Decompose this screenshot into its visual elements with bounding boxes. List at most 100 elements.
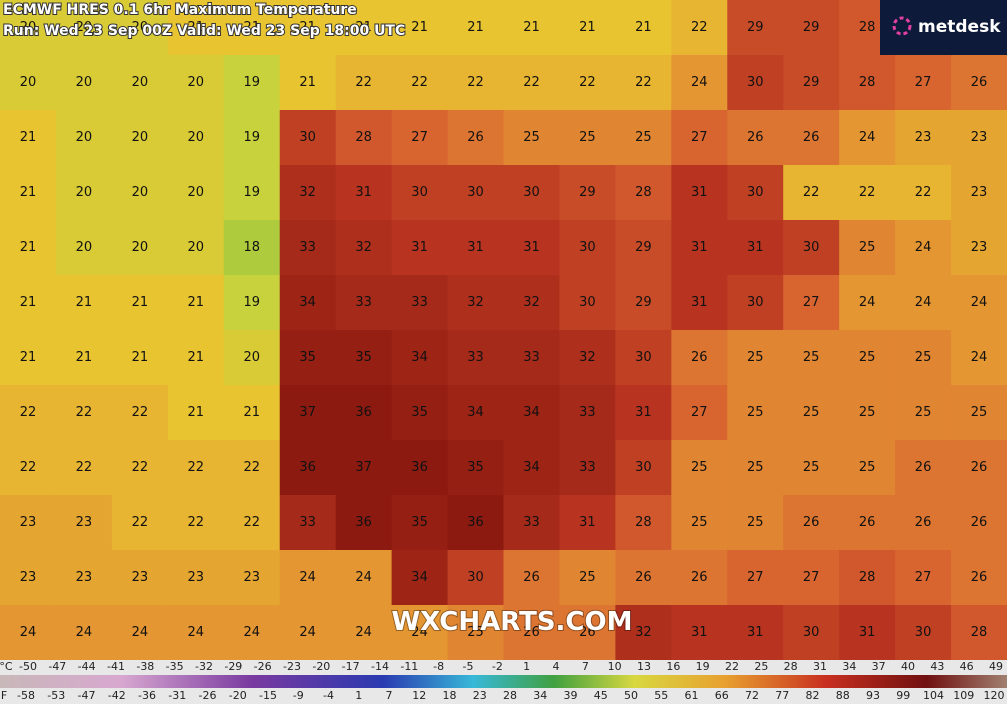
cell-value: 29	[803, 75, 820, 90]
grid-cell	[335, 550, 393, 606]
cell-value: 30	[747, 75, 764, 90]
cell-value: 25	[747, 460, 764, 475]
cell-value: 33	[523, 515, 540, 530]
grid-cell	[279, 550, 337, 606]
cell-value: 25	[915, 405, 932, 420]
grid-cell	[447, 165, 504, 221]
grid-cell	[839, 55, 896, 111]
cell-value: 23	[971, 185, 988, 200]
grid-cell	[223, 110, 281, 166]
cell-value: 30	[635, 350, 652, 365]
grid-cell	[391, 110, 449, 166]
grid-cell	[727, 330, 784, 386]
cell-value: 26	[747, 130, 764, 145]
cell-value: 27	[411, 130, 428, 145]
legend-celsius-label: 43	[930, 660, 944, 673]
grid-cell	[447, 385, 504, 441]
cell-value: 31	[859, 625, 876, 640]
grid-cell	[223, 605, 281, 661]
grid-cell	[895, 330, 952, 386]
grid-cell	[223, 385, 281, 441]
cell-value: 21	[188, 350, 205, 365]
cell-value: 24	[971, 295, 988, 310]
grid-cell	[335, 275, 393, 331]
cell-value: 22	[635, 75, 652, 90]
cell-value: 21	[411, 20, 428, 35]
logo-icon	[892, 16, 912, 36]
legend-celsius-label: 1	[523, 660, 530, 673]
legend-fahrenheit-label: 39	[564, 689, 578, 702]
cell-value: 36	[467, 515, 484, 530]
grid-cell	[223, 0, 281, 56]
grid-cell	[727, 55, 784, 111]
logo-text: metdesk	[918, 17, 1001, 37]
cell-value: 37	[355, 460, 372, 475]
grid-cell	[279, 330, 337, 386]
cell-value: 24	[243, 625, 260, 640]
cell-value: 25	[747, 405, 764, 420]
grid-cell	[447, 220, 504, 276]
cell-value: 30	[747, 295, 764, 310]
grid-cell	[671, 220, 728, 276]
grid-cell	[727, 220, 784, 276]
grid-cell	[335, 220, 393, 276]
cell-value: 20	[76, 75, 93, 90]
cell-value: 26	[635, 570, 652, 585]
cell-value: 26	[915, 460, 932, 475]
cell-value: 35	[411, 405, 428, 420]
cell-value: 25	[803, 460, 820, 475]
grid-cell	[839, 330, 896, 386]
legend-fahrenheit-label: 1	[355, 689, 362, 702]
grid-cell	[391, 550, 449, 606]
grid-cell	[279, 220, 337, 276]
cell-value: 30	[803, 240, 820, 255]
grid-cell	[111, 165, 169, 221]
legend-fahrenheit-label: 12	[412, 689, 426, 702]
legend-fahrenheit-label: 66	[715, 689, 729, 702]
legend-celsius-label: 7	[582, 660, 589, 673]
cell-value: 21	[523, 20, 540, 35]
grid-cell	[839, 220, 896, 276]
cell-value: 22	[76, 460, 93, 475]
grid-cell	[727, 110, 784, 166]
grid-cell	[951, 220, 1007, 276]
grid-cell	[727, 385, 784, 441]
grid-cell	[559, 385, 616, 441]
grid-cell	[895, 275, 952, 331]
cell-value: 22	[20, 405, 37, 420]
cell-value: 25	[635, 130, 652, 145]
cell-value: 21	[132, 350, 149, 365]
grid-cell	[279, 110, 337, 166]
cell-value: 22	[523, 75, 540, 90]
grid-cell	[447, 605, 504, 661]
cell-value: 26	[803, 515, 820, 530]
grid-cell	[895, 165, 952, 221]
legend-celsius-label: 37	[872, 660, 886, 673]
grid-cell	[279, 275, 337, 331]
legend-celsius-label: -50	[19, 660, 37, 673]
legend-fahrenheit-label: 93	[866, 689, 880, 702]
legend-fahrenheit-label: 45	[594, 689, 608, 702]
grid-cell	[111, 0, 169, 56]
grid-cell	[391, 165, 449, 221]
grid-cell	[111, 440, 169, 496]
grid-cell	[0, 385, 57, 441]
grid-cell	[111, 385, 169, 441]
cell-value: 31	[691, 295, 708, 310]
grid-cell	[223, 275, 281, 331]
grid-cell	[783, 165, 840, 221]
legend-celsius-label: -23	[283, 660, 301, 673]
grid-cell	[391, 385, 449, 441]
cell-value: 19	[243, 130, 260, 145]
legend-celsius-label: -2	[492, 660, 503, 673]
grid-cell	[279, 495, 337, 551]
grid-cell	[951, 330, 1007, 386]
grid-cell	[727, 440, 784, 496]
cell-value: 33	[299, 515, 316, 530]
cell-value: 22	[188, 460, 205, 475]
grid-cell	[447, 330, 504, 386]
cell-value: 24	[915, 240, 932, 255]
cell-value: 21	[579, 20, 596, 35]
cell-value: 20	[188, 75, 205, 90]
grid-cell	[279, 440, 337, 496]
